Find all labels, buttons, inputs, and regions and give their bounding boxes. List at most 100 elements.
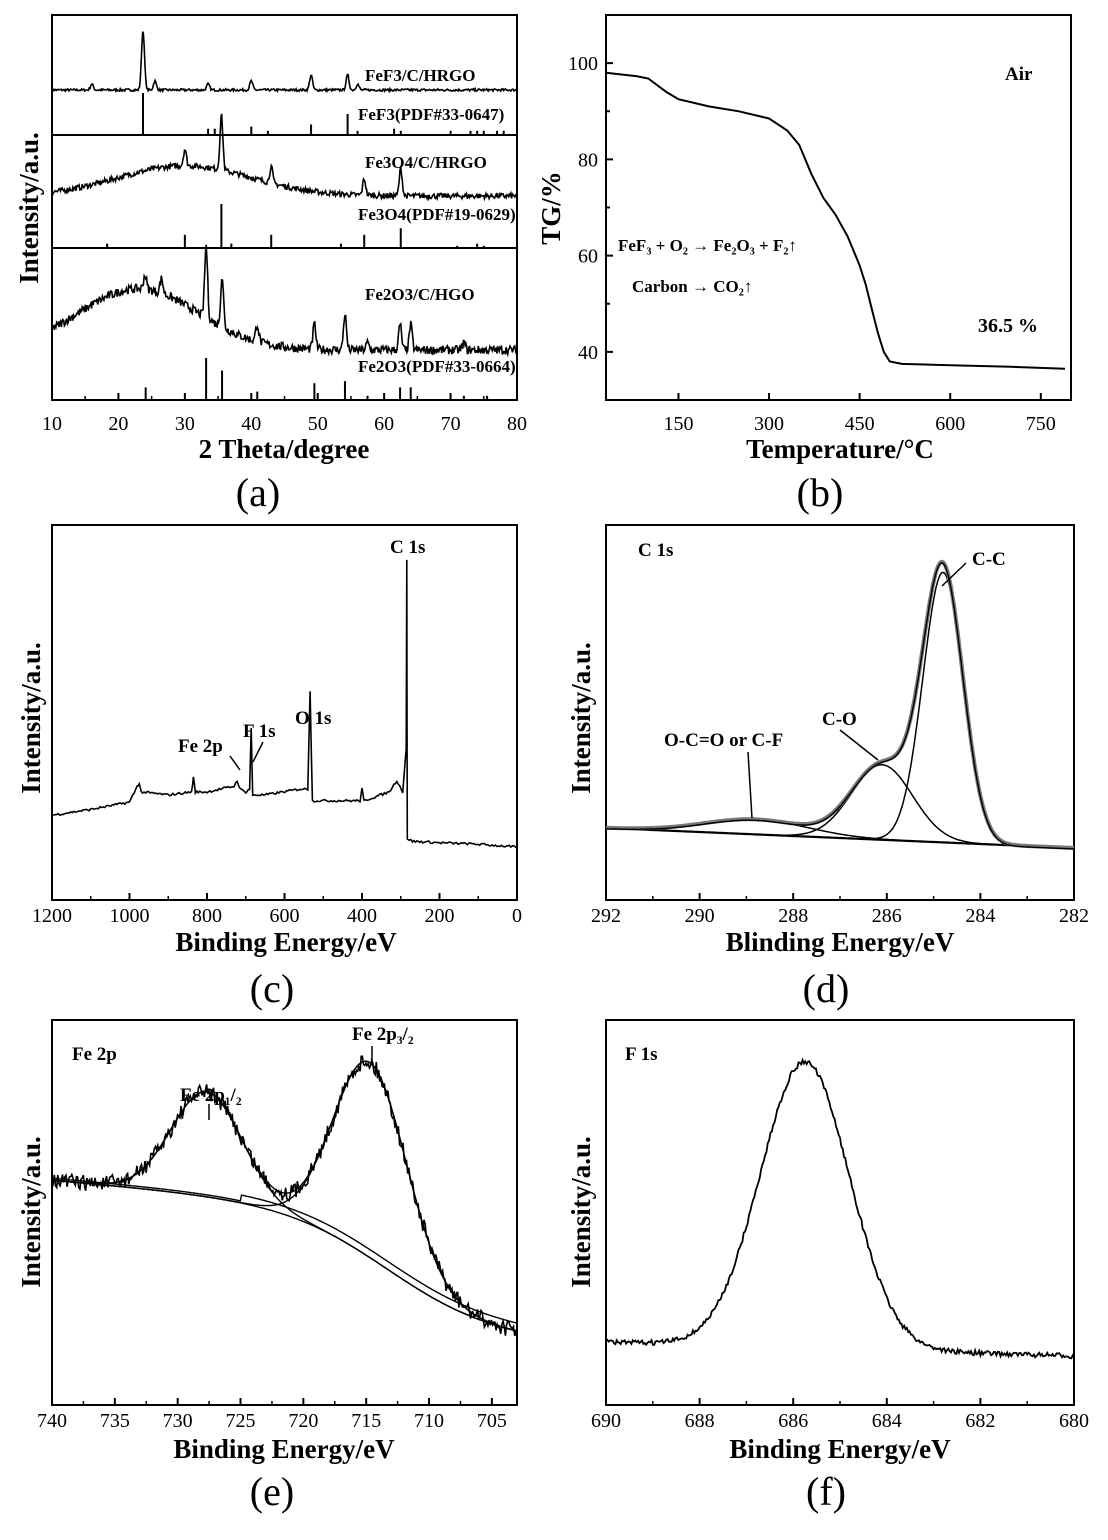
- panel-c-x-ticks: 1200 1000 800 600 400 200 0: [32, 893, 522, 927]
- panel-b-x-tick-label: 150: [663, 413, 693, 435]
- panel-d-x-tick-label: 290: [685, 905, 715, 927]
- panel-b-y-axis-label: TG/%: [536, 171, 566, 245]
- panel-d-annotation-co: C-O: [822, 709, 857, 730]
- panel-c-x-tick-label: 200: [425, 905, 455, 927]
- panel-c: 1200 1000 800 600 400 200 0 C 1s O 1s F 1s Fe …: [16, 524, 522, 1011]
- panel-b-y-tick-label: 40: [578, 342, 598, 364]
- panel-b-x-tick-label: 600: [935, 413, 965, 435]
- panel-d-annotation-occ: O-C=O or C-F: [664, 730, 783, 751]
- co-arrow: [839, 729, 879, 761]
- panel-a-series-label-6: Fe2O3(PDF#33-0664): [358, 357, 516, 376]
- panel-f-x-axis-label: Binding Energy/eV: [729, 1434, 951, 1464]
- panel-b-y-tick-label: 100: [568, 53, 598, 75]
- panel-e-annotation-fe2p: Fe 2p: [72, 1044, 117, 1065]
- panel-e-x-axis-label: Binding Energy/eV: [173, 1434, 395, 1464]
- panel-c-x-tick-label: 1200: [32, 905, 72, 927]
- panel-c-annotation-o1s: O 1s: [295, 708, 331, 729]
- panel-d-x-tick-label: 284: [965, 905, 995, 927]
- panel-f-x-tick-label: 690: [591, 1410, 621, 1432]
- panel-c-plot-area: [51, 559, 517, 849]
- panel-a-x-ticks: 10 20 30 40 50 60 70 80: [42, 393, 527, 435]
- panel-d-annotation-c1s: C 1s: [638, 540, 673, 561]
- fe2p-raw-data: [51, 1055, 518, 1339]
- panel-a-x-tick-label: 50: [308, 413, 328, 435]
- panel-e-x-tick-label: 730: [163, 1410, 193, 1432]
- panel-d-x-tick-label: 286: [872, 905, 902, 927]
- panel-d-x-tick-label: 282: [1059, 905, 1089, 927]
- panel-a-series-label-5: Fe2O3/C/HGO: [365, 285, 475, 304]
- panel-e-frame: [51, 1019, 518, 1406]
- occ-arrow: [747, 751, 753, 819]
- panel-a-y-axis-label: Intensity/a.u.: [14, 132, 44, 284]
- panel-e-caption: (e): [250, 1469, 294, 1514]
- panel-d-arrows: [747, 562, 967, 819]
- panel-c-x-tick-label: 0: [512, 905, 522, 927]
- panel-e-annotation-p32: Fe 2p₃/₂: [352, 1024, 414, 1045]
- panel-d-annotation-cc: C-C: [972, 549, 1006, 570]
- panel-c-x-tick-label: 800: [192, 905, 222, 927]
- panel-f-x-ticks: 690 688 686 684 682 680: [591, 1398, 1089, 1432]
- panel-a-x-tick-label: 20: [108, 413, 128, 435]
- tg-curve: [605, 71, 1066, 370]
- panel-b-annotation-residue: 36.5 %: [978, 315, 1038, 337]
- panel-b-annotation-air: Air: [1005, 64, 1033, 85]
- panel-d-x-axis-label: Blinding Energy/eV: [726, 927, 955, 957]
- panel-b-x-tick-label: 300: [754, 413, 784, 435]
- panel-b-x-tick-label: 450: [845, 413, 875, 435]
- panel-a-series-label-3: Fe3O4/C/HRGO: [365, 153, 487, 172]
- f1s-arrow: [252, 741, 264, 763]
- panel-e-arrows: [208, 1046, 373, 1120]
- panel-e-x-tick-label: 710: [414, 1410, 444, 1432]
- panel-c-annotation-fe2p: Fe 2p: [178, 736, 223, 757]
- fe2p-arrow: [229, 755, 241, 771]
- panel-a-series-label-2: FeF3(PDF#33-0647): [358, 105, 504, 124]
- panel-d-caption: (d): [803, 966, 850, 1011]
- panel-f-x-tick-label: 684: [872, 1410, 902, 1432]
- panel-f-y-axis-label: Intensity/a.u.: [566, 1136, 596, 1288]
- xrd-pattern-fef3: [51, 31, 518, 94]
- panel-e-x-tick-label: 720: [288, 1410, 318, 1432]
- panel-a-x-tick-label: 60: [374, 413, 394, 435]
- panel-a-x-tick-label: 40: [241, 413, 261, 435]
- panel-b-y-tick-label: 60: [578, 246, 598, 268]
- panel-b-ticks: 150 300 450 600 750 40 60 80 100: [568, 53, 1056, 435]
- panel-b-plot-area: [605, 71, 1066, 370]
- fe2p-background-2: [51, 1177, 518, 1324]
- panel-d: 292 290 288 286 284 282 C 1s C-C C-O O-C=O or…: [566, 524, 1089, 1011]
- panel-f-caption: (f): [806, 1469, 846, 1514]
- c1s-envelope-fit: [606, 559, 1075, 850]
- panel-c-annotation-f1s: F 1s: [243, 721, 276, 742]
- panel-b: 150 300 450 600 750 40 60 80 100 Air 36.5 % FeF₃…: [536, 14, 1072, 515]
- panel-c-x-axis-label: Binding Energy/eV: [175, 927, 397, 957]
- panel-a-x-axis-label: 2 Theta/degree: [199, 434, 370, 464]
- xrd-pattern-fe3o4: [51, 113, 518, 202]
- panel-f-x-tick-label: 686: [778, 1410, 808, 1432]
- panel-e-x-tick-label: 725: [226, 1410, 256, 1432]
- fe2p-component: [51, 1091, 518, 1332]
- panel-f-plot-area: [605, 1057, 1075, 1360]
- panel-c-arrows: [229, 741, 264, 771]
- panel-f-x-tick-label: 688: [685, 1410, 715, 1432]
- f1s-spectrum: [605, 1057, 1075, 1360]
- c1s-raw-data: [606, 562, 1075, 850]
- panel-d-x-tick-label: 288: [778, 905, 808, 927]
- panel-b-caption: (b): [797, 470, 844, 515]
- panel-c-y-axis-label: Intensity/a.u.: [16, 642, 46, 794]
- panel-a-x-tick-label: 80: [507, 413, 527, 435]
- panel-e-x-ticks: 740 735 730 725 720 715 710 705: [37, 1398, 507, 1432]
- xrd-pattern-fe2o3: [51, 244, 518, 358]
- panel-a-series-label-4: Fe3O4(PDF#19-0629): [358, 205, 516, 224]
- panel-b-frame: [605, 14, 1072, 401]
- panel-c-x-tick-label: 600: [270, 905, 300, 927]
- panel-f: 690 688 686 684 682 680 F 1s Binding Energy/e…: [566, 1019, 1089, 1514]
- panel-f-annotation-f1s: F 1s: [625, 1044, 658, 1065]
- panel-e-x-tick-label: 715: [351, 1410, 381, 1432]
- panel-b-annotation-reaction-2: Carbon → CO₂↑: [632, 277, 752, 296]
- panel-b-y-tick-label: 80: [578, 149, 598, 171]
- panel-a-x-tick-label: 30: [175, 413, 195, 435]
- panel-d-y-axis-label: Intensity/a.u.: [566, 642, 596, 794]
- panel-a-series-label-1: FeF3/C/HRGO: [365, 66, 475, 85]
- xps-survey-line: [51, 559, 517, 849]
- panel-e-annotation-p12: Fe 2p₁/₂: [180, 1085, 242, 1106]
